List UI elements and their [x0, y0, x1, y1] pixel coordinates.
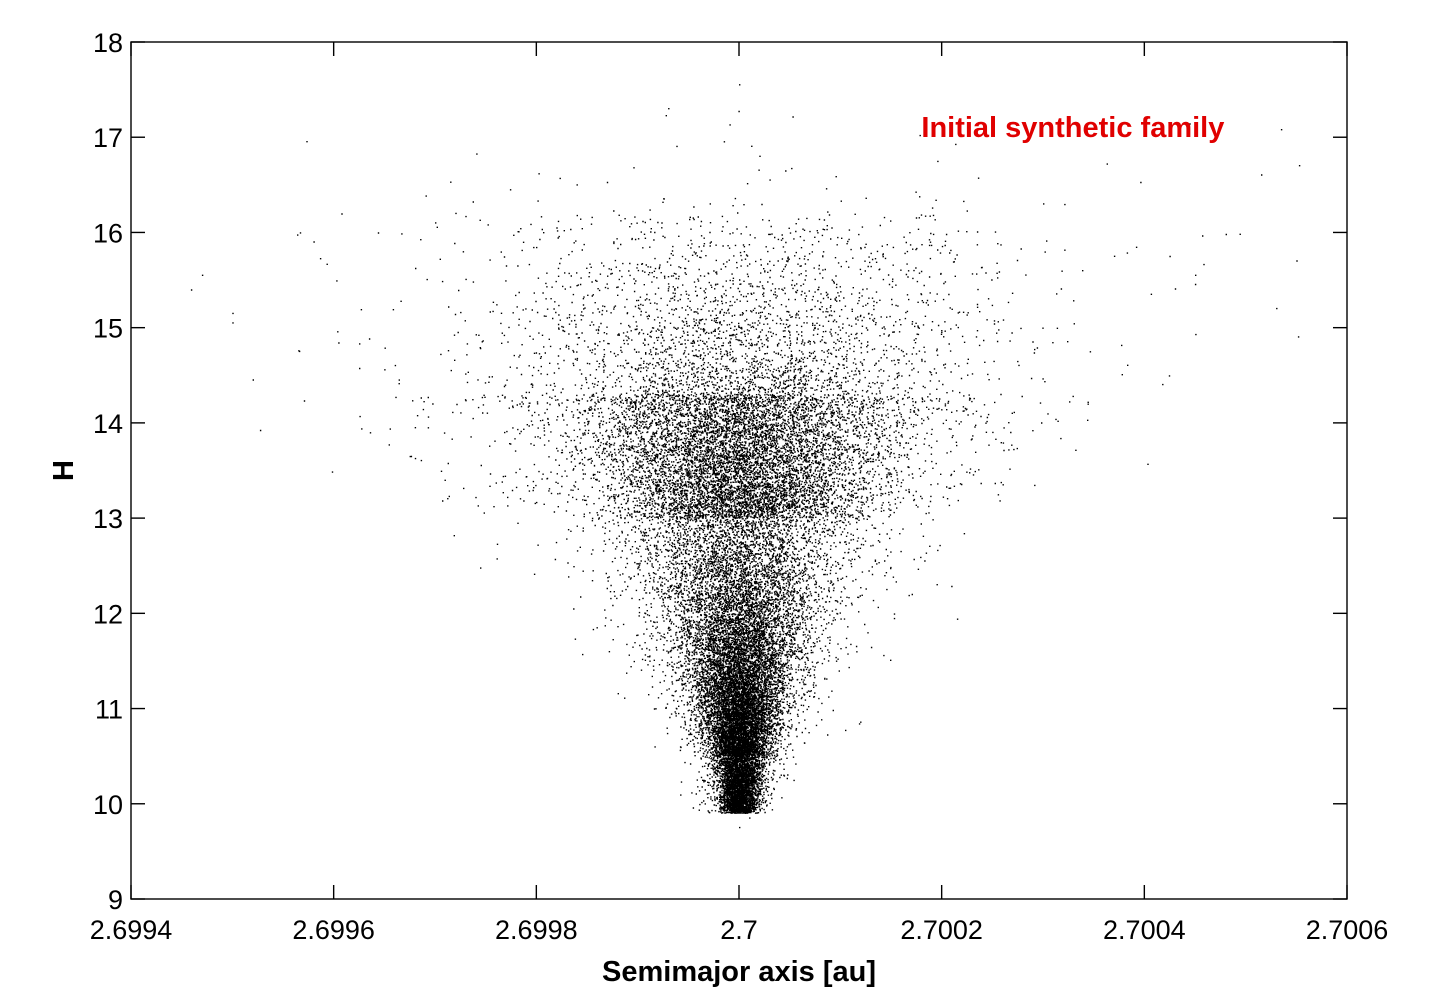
y-tick-label: 10	[93, 790, 123, 820]
y-tick-label: 11	[95, 695, 123, 725]
scatter-points	[190, 84, 1301, 829]
x-tick-label: 2.6994	[90, 915, 173, 945]
y-axis-label: H	[48, 460, 80, 481]
scatter-point-cloud	[190, 84, 1301, 829]
x-tick-labels: 2.6994 2.6996 2.6998 2.7 2.7002 2.7004 2.7006	[90, 915, 1389, 945]
y-tick-labels: 9 10 11 12 13 14 15 16 17 18	[93, 28, 123, 915]
y-tick-label: 9	[108, 885, 123, 915]
y-tick-label: 13	[93, 504, 123, 534]
x-tick-label: 2.7006	[1306, 915, 1389, 945]
x-tick-label: 2.6996	[292, 915, 375, 945]
axis-ticks	[130, 41, 1348, 900]
y-tick-label: 17	[93, 123, 123, 153]
y-tick-label: 14	[93, 409, 123, 439]
x-axis-label: Semimajor axis [au]	[602, 956, 876, 988]
y-tick-label: 16	[93, 218, 123, 248]
annotation-label: Initial synthetic family	[921, 112, 1224, 144]
y-tick-label: 18	[93, 28, 123, 58]
y-tick-label: 12	[93, 599, 123, 629]
x-tick-label: 2.7004	[1103, 915, 1186, 945]
x-tick-label: 2.7002	[900, 915, 983, 945]
y-tick-label: 15	[93, 314, 123, 344]
x-tick-label: 2.7	[720, 915, 758, 945]
x-tick-label: 2.6998	[495, 915, 578, 945]
